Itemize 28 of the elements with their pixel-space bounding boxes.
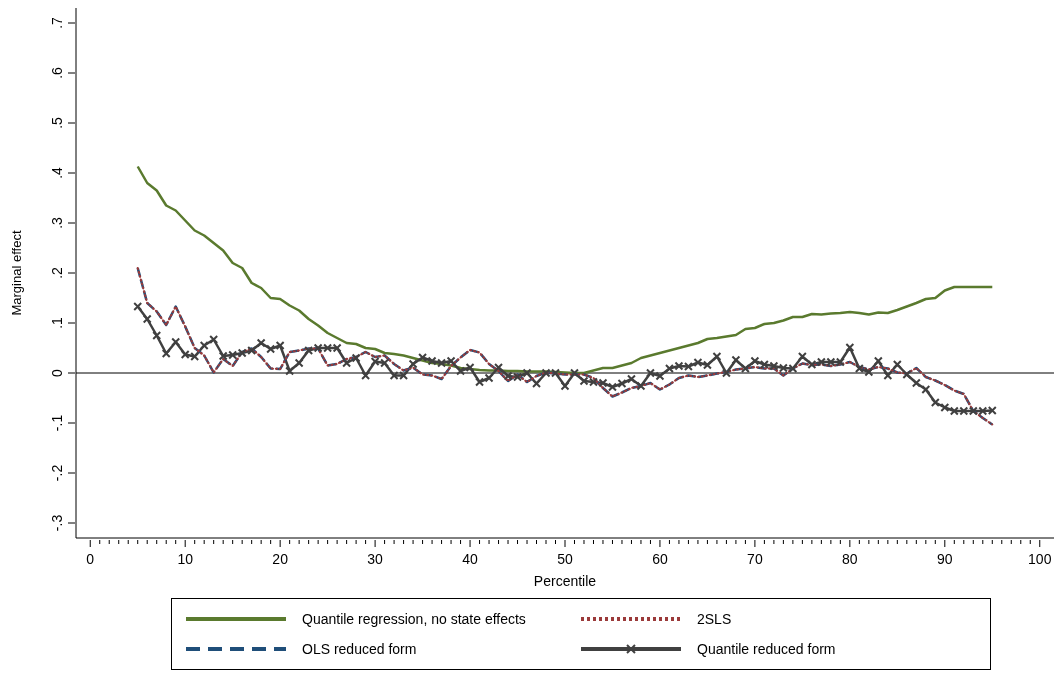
y-tick-label: 0 [49, 368, 65, 377]
x-tick-label: 30 [367, 551, 384, 567]
x-tick-label: 90 [937, 551, 953, 567]
y-tick-label: .2 [49, 266, 65, 279]
x-tick-label: 80 [842, 551, 858, 567]
x-tick-label: 0 [86, 551, 95, 567]
x-tick-label: 60 [652, 551, 668, 567]
legend-label: Quantile reduced form [697, 641, 836, 657]
y-tick-label: .6 [49, 66, 65, 79]
x-tick-label: 50 [557, 551, 573, 567]
y-tick-label: -.1 [49, 414, 65, 432]
x-tick-label: 20 [272, 551, 289, 567]
y-tick-label: .4 [49, 166, 65, 179]
x-tick-label: 40 [462, 551, 479, 567]
y-tick-label: .5 [49, 116, 65, 129]
y-axis-title: Marginal effect [8, 230, 24, 316]
y-tick-label: -.2 [49, 464, 65, 482]
y-tick-label: .7 [49, 16, 65, 29]
y-tick-label: -.3 [49, 514, 65, 532]
legend-label: OLS reduced form [302, 641, 417, 657]
x-tick-label: 100 [1028, 551, 1052, 567]
legend-label: Quantile regression, no state effects [302, 611, 526, 627]
x-tick-label: 70 [747, 551, 763, 567]
x-tick-label: 10 [177, 551, 194, 567]
legend-label: 2SLS [697, 611, 732, 627]
y-tick-label: .1 [49, 316, 65, 329]
x-axis-title: Percentile [533, 573, 597, 589]
y-tick-label: .3 [49, 216, 65, 229]
